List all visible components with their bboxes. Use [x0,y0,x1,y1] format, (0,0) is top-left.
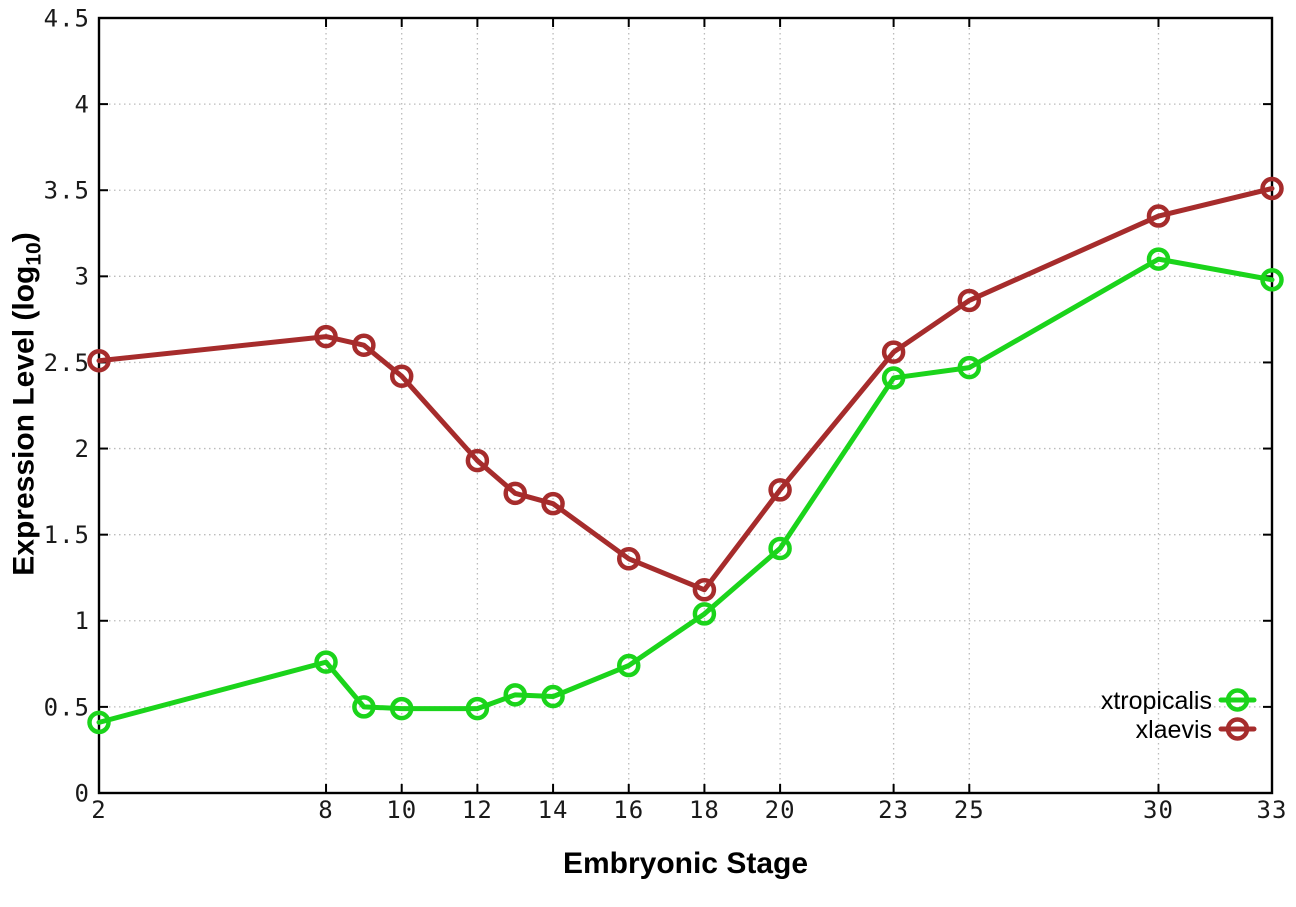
data-point-marker-xlaevis [768,478,792,502]
data-point-marker-xlaevis [389,364,414,388]
y-axis-title-text: Expression Level (log [7,265,41,576]
data-point-marker-xtropicalis [503,683,527,707]
y-axis-title-suffix: ) [7,232,41,243]
x-tick-label: 18 [689,796,720,824]
data-point-marker-xtropicalis [881,366,906,390]
x-tick-label: 14 [538,796,569,824]
data-point-marker-xlaevis [692,578,717,602]
data-point-marker-xlaevis [1146,204,1171,228]
x-tick-label: 8 [318,796,333,824]
y-tick-label: 4.5 [44,4,90,32]
y-tick-label: 0.5 [44,693,90,721]
y-tick-label: 4 [75,91,90,119]
y-axis-title: Expression Level (log10) [8,232,47,575]
y-tick-label: 0 [75,779,90,807]
data-point-marker-xlaevis [465,448,490,473]
data-point-marker-xlaevis [1260,176,1284,201]
data-point-marker-xtropicalis [957,355,982,380]
series-line-xtropicalis [96,256,1275,725]
data-point-marker-xtropicalis [692,602,717,626]
data-point-marker-xlaevis [957,288,982,313]
x-tick-label: 10 [386,796,417,824]
data-point-marker-xlaevis [616,547,641,571]
y-tick-label: 3 [75,263,90,291]
y-tick-label: 3.5 [44,177,90,205]
data-point-marker-xtropicalis [616,653,641,678]
data-point-marker-xtropicalis [1146,247,1171,271]
x-tick-label: 33 [1257,796,1288,824]
data-point-marker-xtropicalis [87,710,111,735]
data-point-marker-xlaevis [352,333,376,357]
data-point-marker-xlaevis [314,324,338,349]
x-tick-label: 20 [765,796,796,824]
y-tick-label: 2 [75,435,90,463]
data-point-marker-xtropicalis [465,696,490,721]
legend-sample-marker-xlaevis [1225,717,1250,741]
data-point-marker-xtropicalis [352,695,376,719]
x-tick-label: 25 [954,796,985,824]
x-tick-label: 12 [462,796,493,824]
data-point-marker-xtropicalis [314,650,338,674]
legend-label-xlaevis: xlaevis [1136,716,1212,744]
data-point-marker-xlaevis [87,348,111,373]
y-tick-label: 2.5 [44,349,90,377]
y-tick-label: 1 [75,607,90,635]
y-axis-title-subscript: 10 [22,242,46,266]
data-point-marker-xtropicalis [768,536,792,561]
x-axis-title: Embryonic Stage [562,847,809,880]
data-point-marker-xtropicalis [389,696,414,721]
legend-sample-marker-xtropicalis [1225,688,1250,712]
legend-label-xtropicalis: xtropicalis [1101,687,1212,715]
x-tick-label: 16 [613,796,644,824]
data-point-marker-xlaevis [541,491,565,516]
y-tick-label: 1.5 [44,521,90,549]
data-point-marker-xlaevis [503,481,527,506]
x-tick-label: 30 [1143,796,1174,824]
plot-border [97,16,1274,795]
data-point-marker-xtropicalis [541,684,565,709]
data-point-marker-xtropicalis [1260,268,1284,292]
series-line-xlaevis [96,186,1275,593]
data-point-marker-xlaevis [881,340,906,364]
x-tick-label: 2 [91,796,106,824]
x-tick-label: 23 [878,796,909,824]
